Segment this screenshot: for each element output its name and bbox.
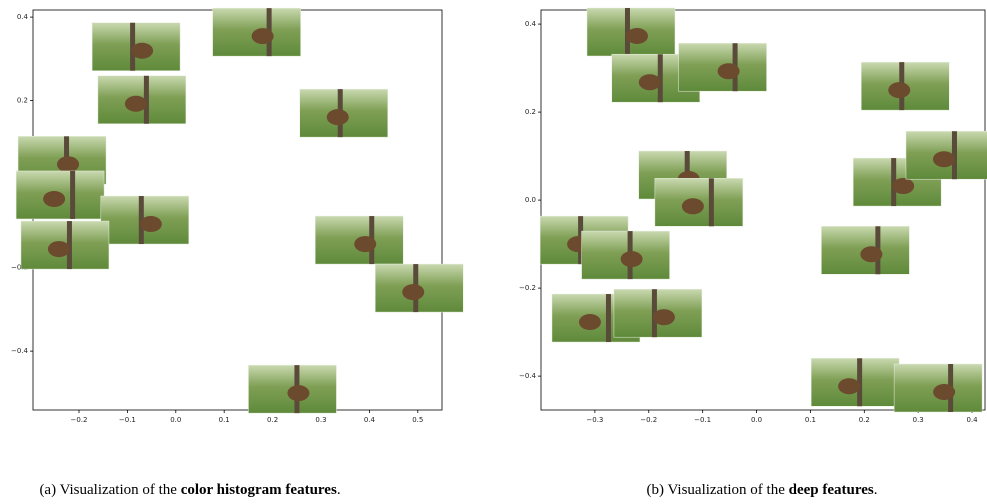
bear <box>888 82 910 98</box>
x-tick-label: 0.4 <box>364 416 376 424</box>
bear <box>252 28 274 44</box>
bear <box>639 74 661 90</box>
thumbnail <box>811 358 899 406</box>
y-tick-label: 0.2 <box>17 97 28 105</box>
bear <box>48 241 70 257</box>
y-tick-label: −0.4 <box>11 347 29 355</box>
thumbnail <box>98 76 186 124</box>
bear <box>718 63 740 79</box>
bear <box>653 309 675 325</box>
thumbnail <box>16 171 104 219</box>
bear <box>682 198 704 214</box>
y-tick-label: 0.2 <box>525 108 536 116</box>
y-tick-label: 0.4 <box>17 13 29 21</box>
bear <box>626 28 648 44</box>
thumbnail <box>582 231 670 279</box>
thumbnail <box>375 264 463 312</box>
thumbnail <box>101 196 189 244</box>
thumbnail <box>821 226 909 274</box>
figure: (a) Visualization of the color histogram… <box>0 0 987 504</box>
caption: (a) Visualization of the color histogram… <box>39 482 340 498</box>
bear <box>287 385 309 401</box>
thumbnail <box>213 8 301 56</box>
x-tick-label: 0.1 <box>219 416 230 424</box>
bear <box>933 384 955 400</box>
thumbnail <box>248 365 336 413</box>
bear <box>838 378 860 394</box>
caption-text: (b) Visualization of the <box>647 482 789 498</box>
thumbnail <box>614 289 702 337</box>
trunk <box>606 294 611 342</box>
y-tick-label: 0.0 <box>525 196 536 204</box>
trunk <box>70 171 75 219</box>
x-tick-label: 0.3 <box>315 416 326 424</box>
caption-text: . <box>874 482 878 498</box>
bear <box>892 178 914 194</box>
caption-text: (a) Visualization of the <box>39 482 180 498</box>
caption-text: . <box>337 482 341 498</box>
bear <box>621 251 643 267</box>
thumbnail <box>21 221 109 269</box>
caption: (b) Visualization of the deep features. <box>647 482 878 498</box>
bear <box>402 284 424 300</box>
y-tick-label: −0.4 <box>519 372 537 380</box>
x-tick-label: 0.0 <box>170 416 181 424</box>
thumbnail <box>300 89 388 137</box>
x-tick-label: 0.1 <box>805 416 816 424</box>
x-tick-label: 0.3 <box>913 416 924 424</box>
bear <box>57 156 79 172</box>
bear <box>43 191 65 207</box>
caption-bold: deep features <box>789 482 874 498</box>
thumbnail <box>92 23 180 71</box>
thumbnail <box>894 364 982 412</box>
x-tick-label: −0.1 <box>119 416 136 424</box>
thumbnail <box>679 43 767 91</box>
bear <box>131 43 153 59</box>
bear <box>327 109 349 125</box>
x-tick-label: 0.2 <box>859 416 870 424</box>
thumbnail <box>315 216 403 264</box>
x-tick-label: −0.3 <box>586 416 603 424</box>
bear <box>579 314 601 330</box>
bear <box>125 96 147 112</box>
caption-bold: color histogram features <box>181 482 337 498</box>
bear <box>354 236 376 252</box>
x-tick-label: 0.4 <box>966 416 978 424</box>
x-tick-label: 0.0 <box>751 416 762 424</box>
thumbnail <box>655 178 743 226</box>
bear <box>860 246 882 262</box>
bear <box>933 151 955 167</box>
y-tick-label: −0.2 <box>519 284 536 292</box>
trunk <box>709 178 714 226</box>
x-tick-label: −0.2 <box>640 416 657 424</box>
x-tick-label: −0.2 <box>70 416 87 424</box>
thumbnail <box>906 131 987 179</box>
bear <box>140 216 162 232</box>
x-tick-label: 0.2 <box>267 416 278 424</box>
y-tick-label: 0.4 <box>525 20 537 28</box>
x-tick-label: −0.1 <box>694 416 711 424</box>
thumbnail <box>587 8 675 56</box>
x-tick-label: 0.5 <box>412 416 423 424</box>
thumbnail <box>861 62 949 110</box>
